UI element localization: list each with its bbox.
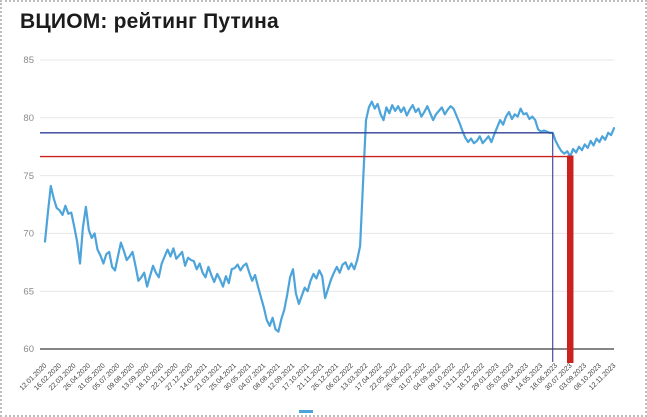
series-line-rating <box>43 100 616 333</box>
y-gridlines <box>40 59 614 350</box>
y-axis-labels: 60 65 70 75 80 85 <box>23 55 34 355</box>
y-tick-label: 80 <box>23 113 34 124</box>
reference-vbar-red <box>566 155 574 363</box>
y-tick-label: 75 <box>23 171 34 182</box>
y-tick-label: 60 <box>23 344 34 355</box>
reference-crosshair-red <box>40 155 574 363</box>
chart-title: ВЦИОМ: рейтинг Путина <box>20 10 279 33</box>
y-tick-label: 65 <box>23 286 34 297</box>
y-tick-label: 70 <box>23 229 34 240</box>
x-axis-labels: 12.01.202016.02.202022.03.202026.04.2020… <box>19 362 618 392</box>
y-tick-label: 85 <box>23 55 34 66</box>
reference-crosshair-blue <box>40 132 554 362</box>
legend-series-dash-marker <box>299 410 313 413</box>
